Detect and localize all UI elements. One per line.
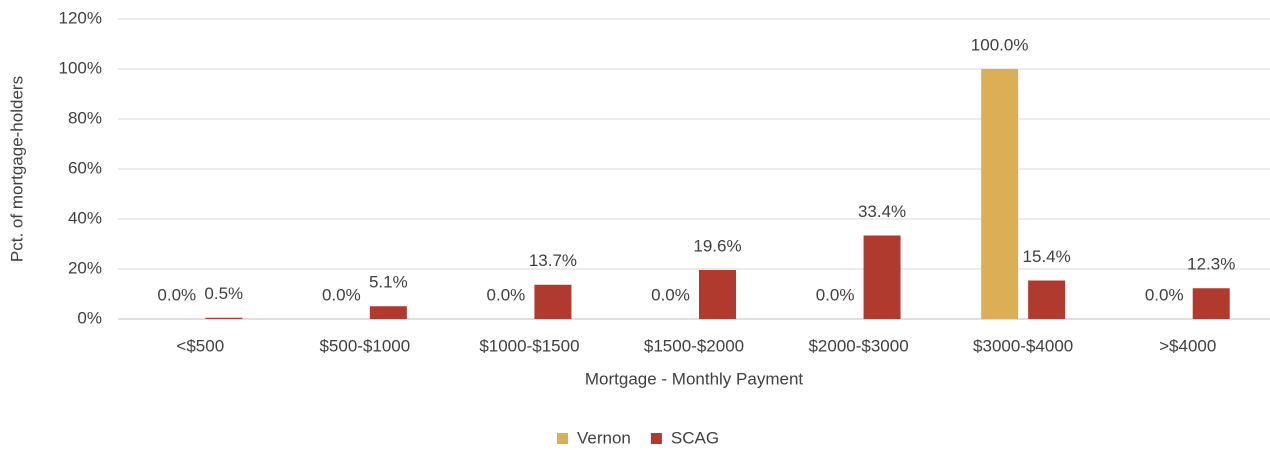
x-axis-label: Mortgage - Monthly Payment [585, 369, 804, 388]
value-label: 5.1% [369, 273, 408, 292]
bar [1192, 288, 1230, 319]
value-label: 13.7% [529, 251, 577, 270]
x-tick-label: $1500-$2000 [644, 336, 744, 355]
value-label: 19.6% [693, 236, 741, 255]
bar [534, 284, 572, 319]
value-label: 0.0% [157, 285, 196, 304]
value-label: 0.0% [1145, 285, 1184, 304]
bar [863, 235, 901, 319]
y-axis-label: Pct. of mortgage-holders [7, 76, 26, 262]
value-label: 12.3% [1187, 255, 1235, 274]
value-label: 0.5% [204, 284, 243, 303]
value-label: 0.0% [651, 285, 690, 304]
bar [981, 69, 1019, 319]
x-tick-label: $1000-$1500 [479, 336, 579, 355]
y-tick-label: 60% [68, 158, 102, 177]
bar [369, 306, 407, 319]
x-tick-label: $2000-$3000 [808, 336, 908, 355]
value-label: 0.0% [487, 285, 526, 304]
value-label: 0.0% [322, 285, 361, 304]
y-tick-label: 80% [68, 108, 102, 127]
x-tick-label: >$4000 [1159, 336, 1216, 355]
value-label: 0.0% [816, 285, 855, 304]
x-tick-label: $3000-$4000 [973, 336, 1073, 355]
y-tick-label: 120% [59, 8, 102, 27]
legend-label: SCAG [671, 428, 719, 447]
y-tick-label: 40% [68, 208, 102, 227]
value-label: 100.0% [971, 35, 1029, 54]
y-tick-label: 20% [68, 258, 102, 277]
x-tick-label: <$500 [176, 336, 224, 355]
bar [205, 317, 243, 319]
legend-swatch [557, 433, 568, 444]
value-label: 15.4% [1023, 247, 1071, 266]
legend-swatch [650, 433, 662, 444]
y-tick-label: 0% [77, 308, 102, 327]
bar [699, 270, 736, 319]
x-tick-label: $500-$1000 [319, 336, 410, 355]
legend-label: Vernon [577, 428, 631, 447]
y-tick-label: 100% [59, 58, 102, 77]
bar [1028, 280, 1066, 319]
value-label: 33.4% [858, 202, 906, 221]
